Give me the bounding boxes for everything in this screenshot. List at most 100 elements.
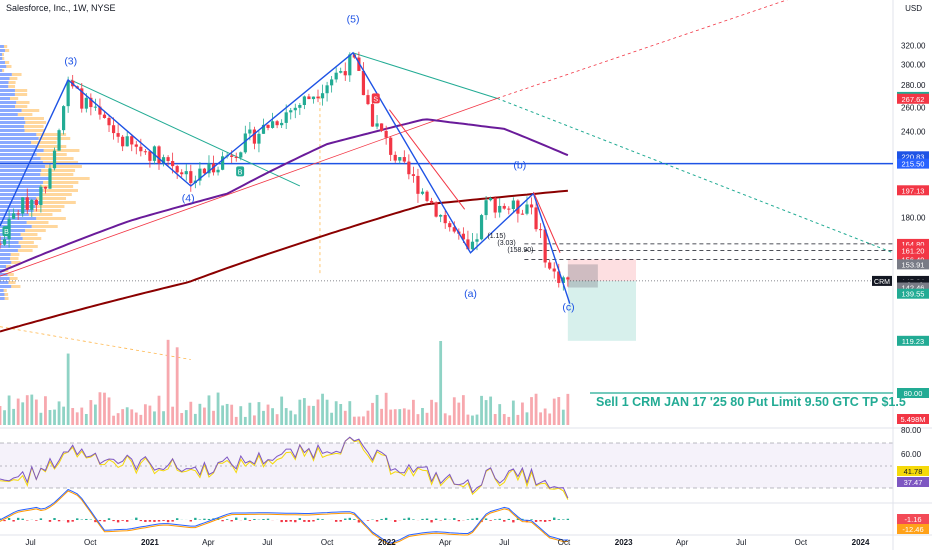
signal-marker: B [2, 226, 10, 236]
volume-bar [121, 409, 124, 425]
rsi-tick-label: 80.00 [901, 426, 922, 435]
macd-histogram-bar [280, 520, 282, 522]
macd-histogram-bar [144, 520, 146, 522]
candle-body [530, 204, 533, 207]
volume-profile-bar [29, 213, 53, 216]
macd-histogram-bar [112, 520, 114, 521]
macd-histogram-bar [85, 519, 87, 520]
macd-histogram-bar [335, 520, 337, 522]
macd-histogram-bar [208, 519, 210, 520]
volume-profile-bar [5, 61, 9, 64]
candle-body [285, 112, 288, 123]
fib-label: (158.90) [507, 247, 533, 254]
volume-bar [253, 415, 256, 425]
macd-histogram-bar [294, 520, 296, 522]
volume-profile-bar [4, 289, 7, 292]
volume-bar [35, 400, 38, 425]
volume-profile-bar [25, 229, 46, 232]
volume-profile-bar [8, 85, 15, 88]
candle-body [230, 155, 233, 156]
macd-histogram-bar [226, 519, 228, 520]
volume-bar [44, 396, 47, 425]
macd-histogram-bar [249, 520, 251, 521]
macd-histogram-bar [140, 520, 142, 521]
candle-body [539, 229, 542, 230]
volume-profile-bar [0, 129, 25, 132]
candle-body [389, 138, 392, 155]
macd-histogram-bar [171, 520, 173, 522]
candle-body [166, 157, 169, 161]
time-tick-label: Jul [499, 538, 509, 547]
volume-bar [503, 414, 506, 425]
candle-body [85, 98, 88, 109]
volume-profile-bar [0, 57, 2, 60]
volume-profile-bar [0, 281, 9, 284]
candle-body [548, 262, 551, 268]
candle-body [148, 151, 151, 161]
volume-profile-bar [25, 121, 46, 124]
fib-label: (3.03) [497, 240, 515, 247]
volume-bar [99, 392, 102, 425]
candle-body [566, 277, 569, 279]
volume-profile-bar [0, 113, 18, 116]
volume-profile-bar [0, 53, 2, 56]
candle-body [266, 125, 269, 128]
volume-bar [498, 404, 501, 425]
time-tick-label: Oct [558, 538, 571, 547]
volume-profile-bar [40, 173, 73, 176]
volume-bar [457, 403, 460, 425]
candle-body [271, 121, 274, 128]
time-tick-label: Apr [676, 538, 689, 547]
volume-bar [507, 417, 510, 425]
volume-bar [153, 411, 156, 425]
macd-histogram-bar [22, 519, 24, 520]
candle-body [26, 197, 29, 210]
volume-bar [544, 408, 547, 425]
candle-body [107, 118, 110, 125]
macd-histogram-bar [412, 519, 414, 520]
time-tick-label: Oct [84, 538, 97, 547]
macd-histogram-bar [503, 520, 505, 522]
volume-bar [471, 416, 474, 425]
volume-bar [553, 399, 556, 425]
volume-bar [248, 403, 251, 425]
volume-bar [185, 410, 188, 425]
macd-histogram-bar [312, 520, 314, 521]
volume-bar [280, 397, 283, 425]
volume-profile-bar [36, 217, 66, 220]
macd-histogram-bar [494, 519, 496, 520]
volume-profile-bar [44, 149, 80, 152]
candle-body [335, 73, 338, 80]
macd-histogram-bar [149, 520, 151, 522]
candle-body [44, 187, 47, 189]
macd-histogram-bar [53, 518, 55, 520]
volume-bar [426, 413, 429, 425]
candle-body [430, 201, 433, 203]
volume-profile-bar [42, 201, 76, 204]
macd-histogram-bar [499, 519, 501, 520]
time-tick-label: Oct [321, 538, 334, 547]
volume-profile-bar [10, 77, 18, 80]
volume-bar [376, 395, 379, 425]
volume-bar [217, 393, 220, 425]
volume-bar [439, 341, 442, 425]
volume-profile-bar [0, 105, 15, 108]
volume-bar [89, 400, 92, 425]
volume-bar [203, 408, 206, 425]
candle-body [425, 192, 428, 201]
volume-bar [539, 412, 542, 425]
candle-body [398, 157, 401, 161]
candle-body [403, 157, 406, 162]
volume-bar [453, 397, 456, 425]
candle-body [312, 97, 315, 99]
macd-histogram-bar [190, 520, 192, 521]
candle-body [439, 215, 442, 217]
volume-bar [12, 409, 15, 425]
macd-histogram-bar [167, 520, 169, 522]
volume-bar [139, 415, 142, 425]
volume-bar [412, 400, 415, 425]
volume-bar [235, 417, 238, 425]
volume-profile-bar [0, 145, 36, 148]
